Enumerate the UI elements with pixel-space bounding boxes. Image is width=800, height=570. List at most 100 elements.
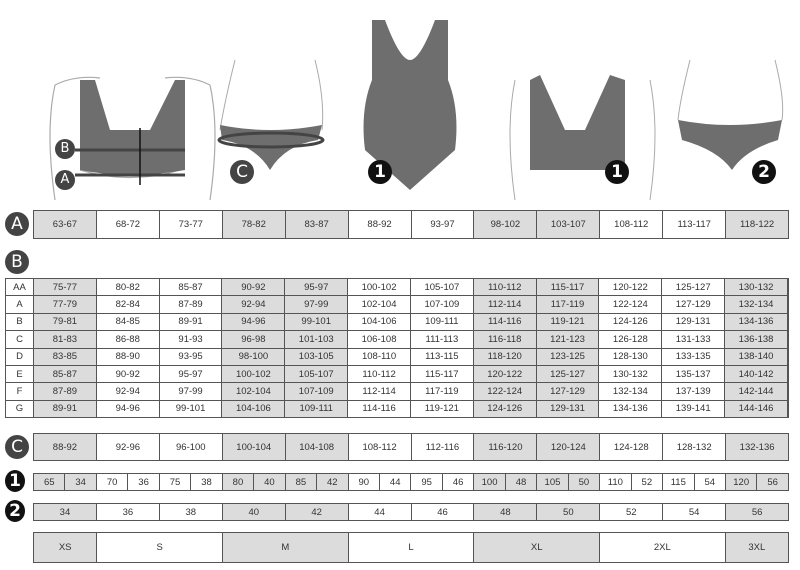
underbust-cell: 103-107: [537, 211, 601, 238]
bust-cell: 108-110: [348, 348, 411, 365]
size-1-cell: 40: [254, 474, 286, 490]
size-1-cell: 36: [128, 474, 160, 490]
bust-cell: 92-94: [222, 296, 286, 313]
bust-b-badge: B: [5, 250, 29, 274]
underbust-cell: 93-97: [412, 211, 475, 238]
bust-cell: 97-99: [285, 296, 349, 313]
bra-measurement-figure: [49, 76, 216, 200]
bust-cell: 88-90: [97, 348, 160, 365]
bust-row: E 85-87 90-92 95-97 100-102 105-107 110-112 115…: [6, 365, 788, 384]
swimsuit-figure: [363, 20, 457, 190]
bust-cell: 138-140: [725, 348, 788, 365]
letter-size-cell: XS: [34, 533, 98, 562]
underbust-cell: 63-67: [34, 211, 97, 238]
size-1-cell: 48: [505, 474, 538, 490]
bust-cell: 139-141: [662, 400, 726, 418]
size-2-row: 34 36 38 40 42 44 46 48 50 52 54 56: [33, 503, 790, 521]
hips-c-row: 88-92 92-96 96-100 100-104 104-108 108-112 112…: [33, 433, 790, 461]
cup-label: G: [6, 400, 34, 418]
bust-cell: 140-142: [725, 365, 788, 383]
bust-cell: 133-135: [662, 348, 726, 365]
letter-size-cell: M: [223, 533, 349, 562]
cup-label: AA: [6, 279, 34, 296]
bust-cell: 91-93: [160, 331, 223, 348]
bust-row: B 79-81 84-85 89-91 94-96 99-101 104-106 109-11…: [6, 313, 788, 332]
bust-cell: 100-102: [222, 365, 286, 383]
bra-figure: [509, 75, 656, 200]
bust-cell: 124-126: [599, 313, 663, 331]
bust-cell: 89-91: [160, 313, 223, 331]
bust-cell: 134-136: [599, 400, 663, 418]
bust-row: D 83-85 88-90 93-95 98-100 103-105 108-110 113-…: [6, 348, 788, 366]
size-2-cell: 56: [726, 504, 790, 520]
hips-c-badge: C: [5, 435, 29, 459]
size-1-cell: 44: [380, 474, 412, 490]
bust-cell: 101-103: [285, 331, 349, 348]
bust-cell: 86-88: [97, 331, 160, 348]
size-1-cell: 65: [34, 474, 66, 490]
underbust-cell: 88-92: [349, 211, 412, 238]
size-2-cell: 38: [160, 504, 223, 520]
size-2-cell: 40: [222, 504, 286, 520]
bust-cell: 93-95: [160, 348, 223, 365]
bust-cell: 100-102: [348, 279, 411, 296]
hips-cell: 120-124: [537, 434, 601, 460]
size-1-cell: 115: [663, 474, 695, 490]
bust-cell: 117-119: [411, 383, 474, 400]
underbust-cell: 83-87: [285, 211, 349, 238]
bust-cell: 104-106: [222, 400, 286, 418]
letter-size-cell: 2XL: [600, 533, 726, 562]
size-1-cell: 34: [65, 474, 97, 490]
size-2-cell: 46: [412, 504, 475, 520]
hips-cell: 108-112: [349, 434, 412, 460]
bust-cell: 118-120: [473, 348, 537, 365]
bust-cell: 94-96: [97, 400, 160, 418]
briefs-figure: [677, 59, 784, 170]
bust-cell: 110-112: [348, 365, 411, 383]
marker-1-badge: 1: [368, 160, 392, 184]
bust-cell: 137-139: [662, 383, 726, 400]
underbust-cell: 68-72: [97, 211, 160, 238]
underbust-cell: 73-77: [160, 211, 223, 238]
hips-cell: 104-108: [285, 434, 349, 460]
hips-cell: 96-100: [160, 434, 223, 460]
bust-cell: 90-92: [222, 279, 286, 296]
size-1-badge: 1: [5, 470, 25, 492]
bust-cell: 144-146: [725, 400, 788, 418]
bust-cell: 135-137: [662, 365, 726, 383]
letter-size-cell: L: [349, 533, 475, 562]
briefs-measurement-figure: [217, 59, 325, 170]
hips-cell: 116-120: [474, 434, 538, 460]
bust-cell: 85-87: [160, 279, 223, 296]
size-1-cell: 56: [757, 474, 789, 490]
bust-b-table: AA 75-77 80-82 85-87 90-92 95-97 100-102 105-10…: [5, 278, 789, 419]
cup-label: D: [6, 348, 34, 365]
size-1-cell: 120: [725, 474, 758, 490]
bust-cell: 122-124: [599, 296, 663, 313]
hips-cell: 132-136: [726, 434, 790, 460]
bust-cell: 110-112: [473, 279, 537, 296]
size-1-cell: 38: [191, 474, 223, 490]
bust-cell: 113-115: [411, 348, 474, 365]
hips-cell: 88-92: [34, 434, 97, 460]
underbust-cell: 78-82: [222, 211, 286, 238]
bust-cell: 136-138: [725, 331, 788, 348]
underbust-a-badge: A: [5, 212, 29, 236]
bust-cell: 109-111: [411, 313, 474, 331]
size-2-cell: 34: [34, 504, 97, 520]
bust-cell: 107-109: [285, 383, 349, 400]
bust-cell: 109-111: [285, 400, 349, 418]
bust-cell: 84-85: [97, 313, 160, 331]
letter-size-cell: XL: [474, 533, 601, 562]
size-1-cell: 90: [349, 474, 380, 490]
hips-cell: 124-128: [600, 434, 664, 460]
bust-row: AA 75-77 80-82 85-87 90-92 95-97 100-102 105-10…: [6, 279, 788, 297]
bust-cell: 99-101: [160, 400, 223, 418]
bust-cell: 104-106: [348, 313, 411, 331]
bust-cell: 123-125: [536, 348, 600, 365]
bust-cell: 127-129: [662, 296, 726, 313]
size-1-cell: 105: [537, 474, 569, 490]
size-1-cell: 100: [474, 474, 506, 490]
cup-label: E: [6, 365, 34, 383]
cup-label: B: [6, 313, 34, 331]
